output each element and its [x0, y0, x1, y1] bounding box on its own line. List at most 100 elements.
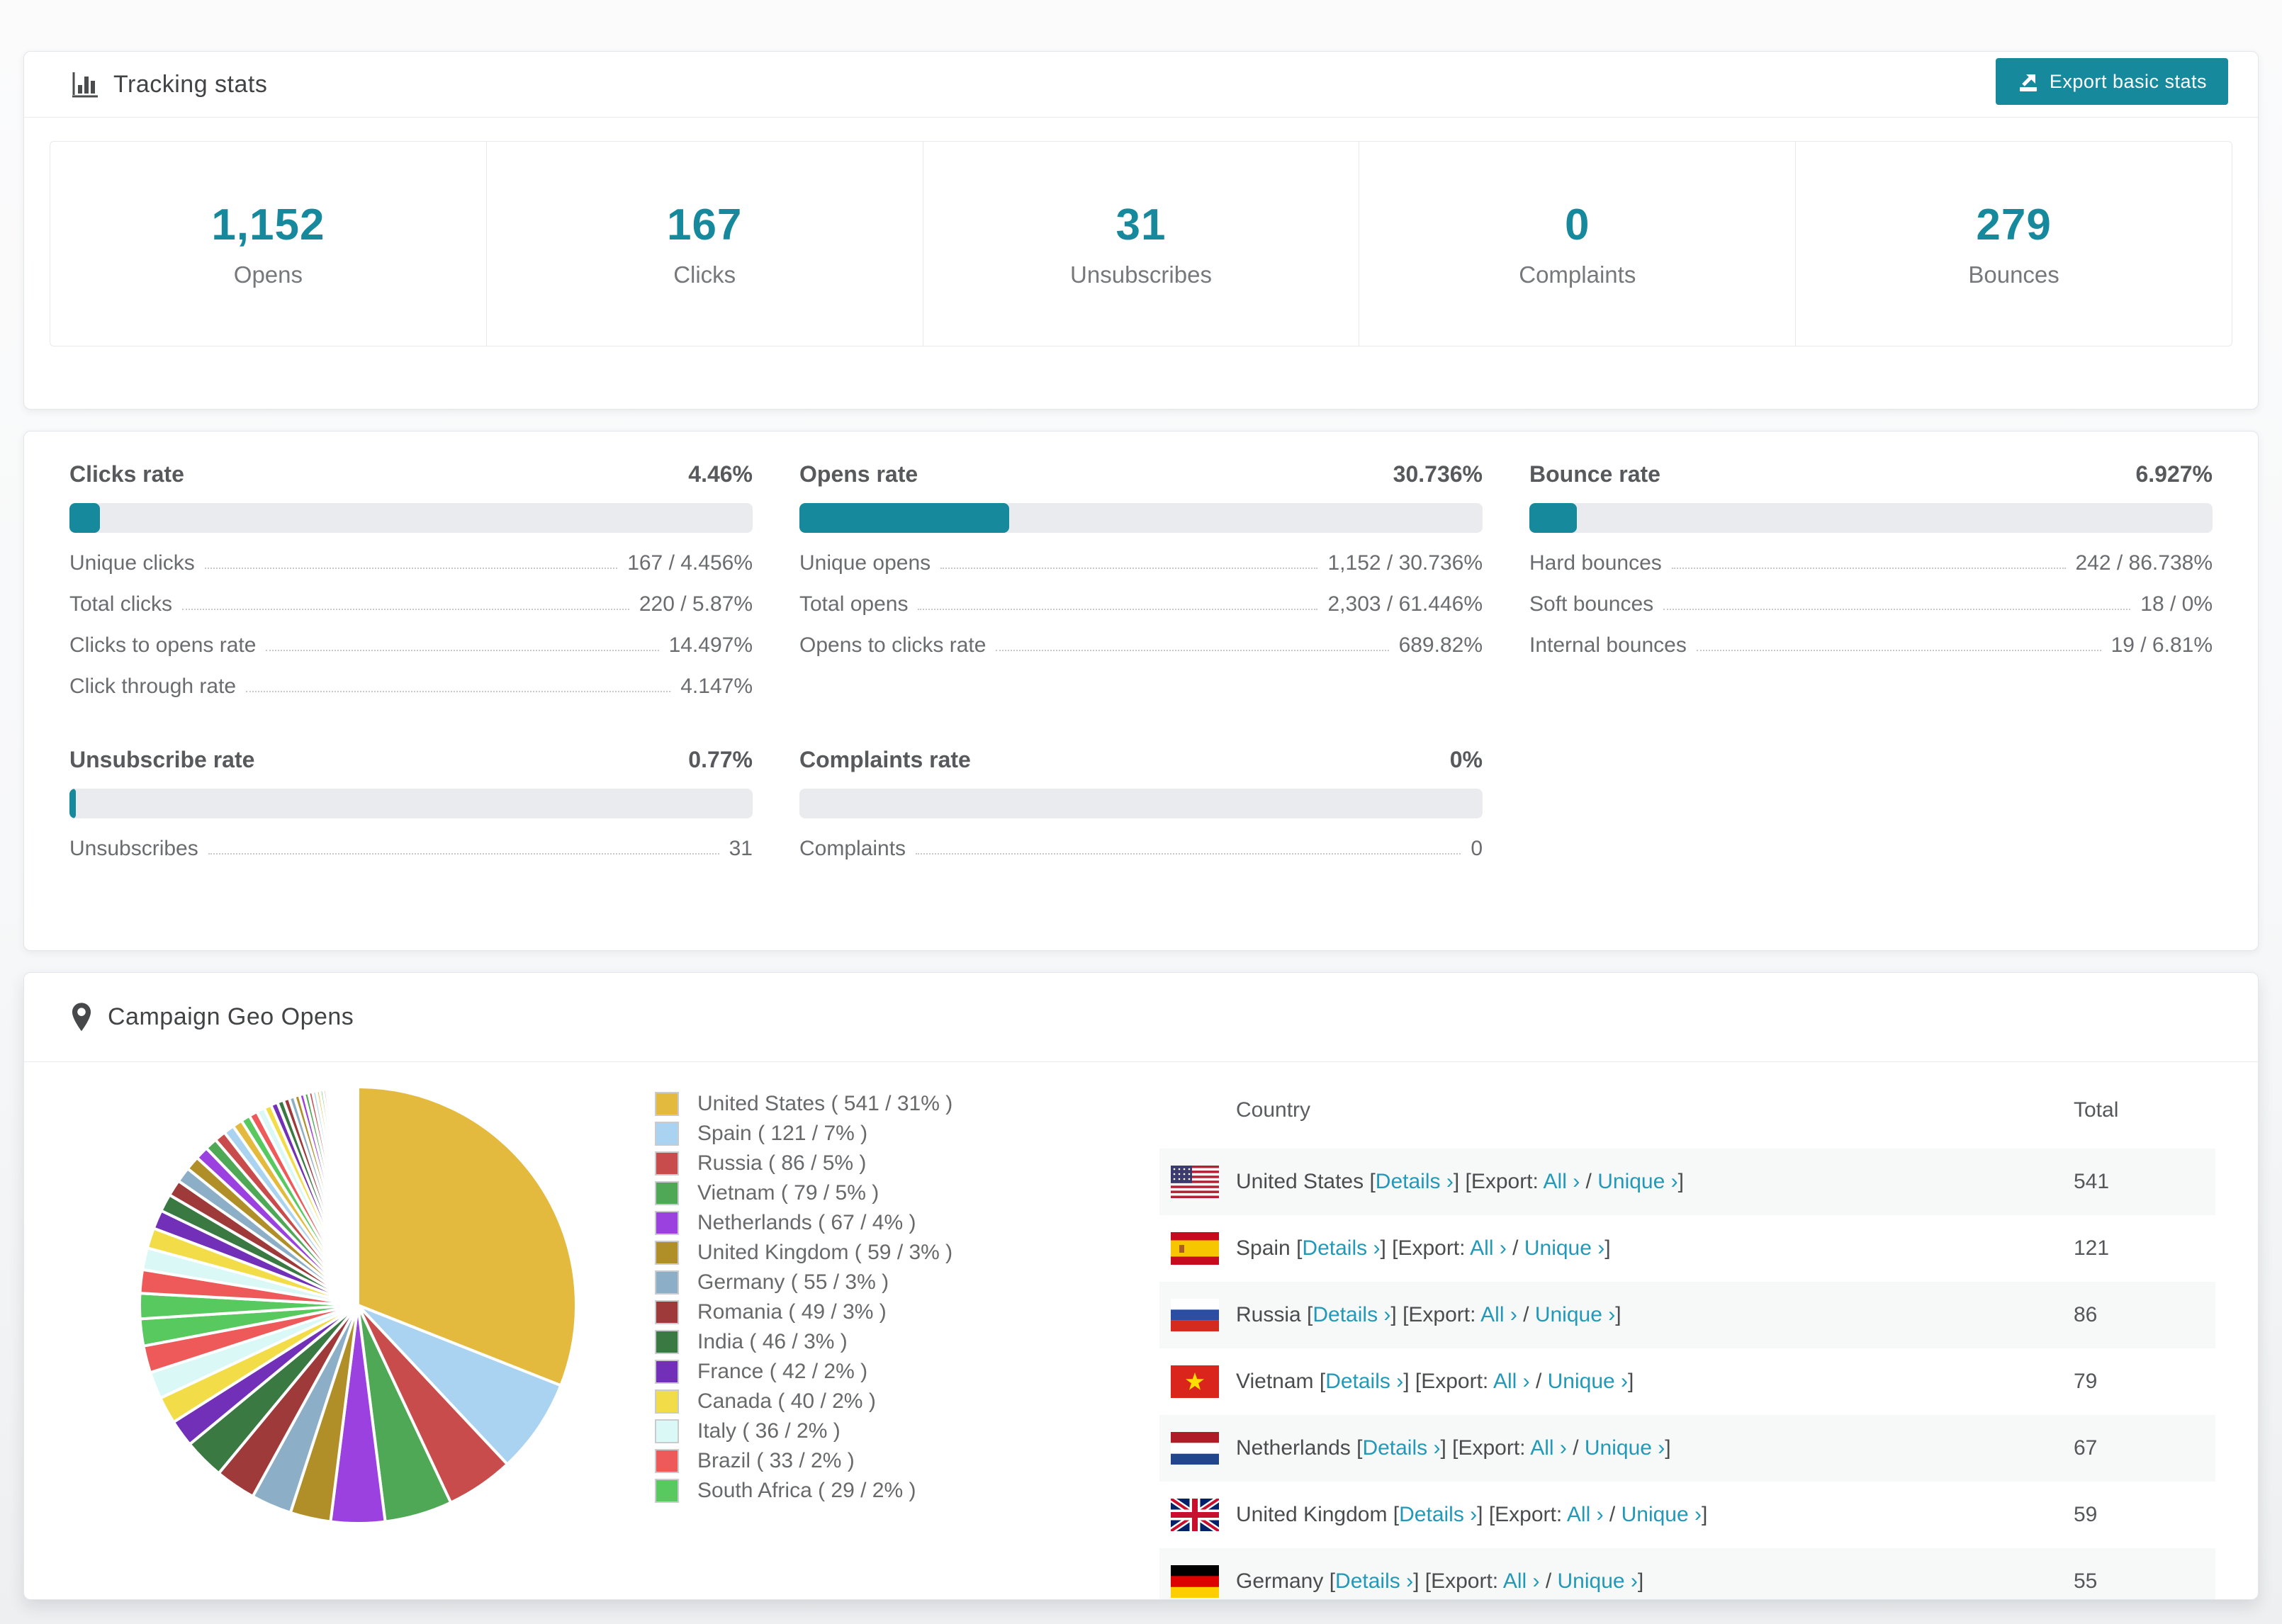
details-link-gb[interactable]: Details › — [1399, 1503, 1478, 1526]
slash-separator: / — [1506, 1236, 1524, 1260]
rate-progress-fill — [799, 503, 1010, 533]
es-flag-icon — [1171, 1232, 1219, 1265]
export-all-link-vn[interactable]: All › — [1493, 1370, 1530, 1393]
export-basic-stats-button[interactable]: Export basic stats — [1995, 58, 2228, 105]
country-column-header: Country — [1236, 1098, 1311, 1122]
country-name: Netherlands [ — [1236, 1436, 1363, 1460]
stat-label: Clicks — [673, 261, 736, 288]
export-all-link-gb[interactable]: All › — [1566, 1503, 1604, 1526]
export-unique-link-vn[interactable]: Unique › — [1547, 1370, 1629, 1393]
legend-item-netherlands: Netherlands ( 67 / 4% ) — [655, 1208, 952, 1238]
legend-label: United States ( 541 / 31% ) — [697, 1092, 953, 1115]
rate-value: 0.77% — [688, 747, 753, 772]
stat-card-complaints: 0 Complaints — [1359, 142, 1797, 346]
legend-swatch — [655, 1211, 679, 1235]
bracket-close: ] — [1665, 1436, 1671, 1460]
rate-progress-fill — [69, 789, 76, 818]
export-unique-link-de[interactable]: Unique › — [1557, 1569, 1638, 1593]
stat-label: Bounces — [1968, 261, 2059, 288]
geo-body: United States ( 541 / 31% ) Spain ( 121 /… — [24, 1062, 2258, 1599]
geo-table-row-ru: Russia [Details ›] [Export: All › / Uniq… — [1159, 1282, 2215, 1348]
detail-label: Clicks to opens rate — [69, 633, 257, 657]
rate-progress-bar — [1529, 503, 2213, 533]
rate-title: Unsubscribe rate — [69, 747, 255, 772]
stat-card-bounces: 279 Bounces — [1796, 142, 2232, 346]
detail-label: Internal bounces — [1529, 633, 1687, 657]
us-flag-icon — [1171, 1166, 1219, 1198]
detail-value: 2,303 / 61.446% — [1327, 592, 1483, 616]
export-unique-link-gb[interactable]: Unique › — [1621, 1503, 1702, 1526]
details-link-de[interactable]: Details › — [1335, 1569, 1414, 1593]
vn-flag-icon — [1171, 1365, 1219, 1398]
bracket-close: ] — [1702, 1503, 1708, 1526]
details-link-es[interactable]: Details › — [1302, 1236, 1381, 1260]
export-all-link-nl[interactable]: All › — [1530, 1436, 1567, 1460]
pie-slice-united-states — [356, 1085, 578, 1387]
geo-table-row-es: Spain [Details ›] [Export: All › / Uniqu… — [1159, 1215, 2215, 1282]
detail-value: 19 / 6.81% — [2110, 633, 2213, 657]
details-link-nl[interactable]: Details › — [1362, 1436, 1441, 1460]
details-link-ru[interactable]: Details › — [1313, 1303, 1391, 1326]
legend-swatch — [655, 1181, 679, 1205]
detail-label: Unsubscribes — [69, 837, 198, 860]
tracking-stats-header: Tracking stats Export basic stats — [24, 52, 2258, 118]
rate-value: 4.46% — [688, 461, 753, 487]
legend-label: Vietnam ( 79 / 5% ) — [697, 1181, 879, 1205]
rate-detail-row: Total clicks 220 / 5.87% — [69, 593, 753, 615]
export-unique-link-ru[interactable]: Unique › — [1534, 1303, 1616, 1326]
export-icon — [2019, 74, 2037, 91]
slash-separator: / — [1566, 1436, 1585, 1460]
country-name: Germany [ — [1236, 1569, 1336, 1593]
rate-progress-bar — [799, 503, 1483, 533]
export-all-link-de[interactable]: All › — [1502, 1569, 1540, 1593]
bracket-close: ] — [1615, 1303, 1621, 1326]
rate-panel-unsubscribe-rate: Unsubscribe rate 0.77% Unsubscribes 31 — [69, 747, 753, 859]
dotted-leader — [182, 609, 629, 610]
pie-slice-spain — [356, 1304, 563, 1467]
export-label: ] [Export: — [1403, 1370, 1493, 1393]
rate-title: Complaints rate — [799, 747, 971, 772]
rates-grid: Clicks rate 4.46% Unique clicks 167 / 4.456… — [24, 432, 2258, 889]
detail-label: Unique opens — [799, 551, 931, 575]
legend-swatch — [655, 1241, 679, 1265]
export-label: ] [Export: — [1380, 1236, 1471, 1260]
details-link-vn[interactable]: Details › — [1325, 1370, 1404, 1393]
export-unique-link-us[interactable]: Unique › — [1597, 1170, 1678, 1193]
export-label: ] [Export: — [1477, 1503, 1567, 1526]
legend-label: France ( 42 / 2% ) — [697, 1360, 868, 1383]
dotted-leader — [208, 853, 719, 855]
legend-item-spain: Spain ( 121 / 7% ) — [655, 1119, 952, 1149]
export-basic-stats-label: Export basic stats — [2049, 70, 2207, 92]
detail-value: 31 — [729, 837, 753, 860]
geo-opens-pie-chart — [138, 1085, 578, 1525]
legend-item-united-kingdom: United Kingdom ( 59 / 3% ) — [655, 1238, 952, 1268]
legend-label: South Africa ( 29 / 2% ) — [697, 1479, 916, 1502]
slash-separator: / — [1539, 1569, 1558, 1593]
slash-separator: / — [1517, 1303, 1535, 1326]
geo-country-table: Country Total United States [Details ›] [E… — [1159, 1072, 2215, 1599]
detail-label: Total opens — [799, 592, 909, 616]
export-unique-link-nl[interactable]: Unique › — [1584, 1436, 1665, 1460]
bracket-close: ] — [1604, 1236, 1611, 1260]
legend-swatch — [655, 1389, 679, 1414]
country-cell: Netherlands [Details ›] [Export: All › /… — [1236, 1436, 2074, 1460]
export-all-link-ru[interactable]: All › — [1480, 1303, 1517, 1326]
detail-value: 689.82% — [1398, 633, 1483, 657]
geo-table-row-nl: Netherlands [Details ›] [Export: All › /… — [1159, 1415, 2215, 1482]
details-link-us[interactable]: Details › — [1375, 1170, 1454, 1193]
export-all-link-us[interactable]: All › — [1543, 1170, 1580, 1193]
map-pin-icon — [69, 1002, 94, 1033]
export-unique-link-es[interactable]: Unique › — [1524, 1236, 1605, 1260]
detail-value: 0 — [1471, 837, 1483, 860]
rate-progress-bar — [799, 789, 1483, 818]
total-cell: 541 — [2074, 1170, 2110, 1193]
legend-label: United Kingdom ( 59 / 3% ) — [697, 1241, 953, 1264]
legend-label: Spain ( 121 / 7% ) — [697, 1122, 868, 1145]
stat-label: Unsubscribes — [1070, 261, 1212, 288]
country-name: Vietnam [ — [1236, 1370, 1326, 1393]
rate-panel-clicks-rate: Clicks rate 4.46% Unique clicks 167 / 4.456… — [69, 461, 753, 697]
legend-item-united-states: United States ( 541 / 31% ) — [655, 1089, 952, 1119]
stat-value: 1,152 — [211, 200, 325, 249]
export-all-link-es[interactable]: All › — [1470, 1236, 1507, 1260]
country-cell: Spain [Details ›] [Export: All › / Uniqu… — [1236, 1236, 2074, 1261]
